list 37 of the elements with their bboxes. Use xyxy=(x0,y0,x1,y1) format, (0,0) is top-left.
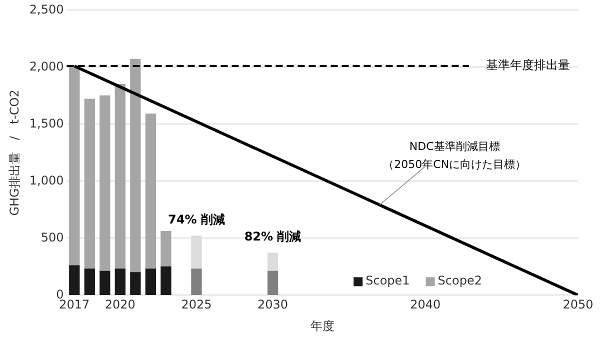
bar xyxy=(145,114,156,270)
bar xyxy=(100,95,110,272)
bar xyxy=(145,268,156,296)
y-tick-label: 500 xyxy=(40,230,64,244)
bar xyxy=(114,268,126,296)
x-axis-title: 年度 xyxy=(310,318,334,333)
x-tick-label: 2030 xyxy=(258,298,288,312)
x-tick-label: 2040 xyxy=(410,298,441,312)
bar xyxy=(160,266,172,296)
bar xyxy=(69,265,80,296)
annotation: NDC基準削減目標 xyxy=(409,140,500,153)
annotation: 82% 削減 xyxy=(244,229,302,244)
x-tick-label: 2025 xyxy=(181,298,212,312)
y-axis-title: GHG排出量 / t-CO2 xyxy=(7,90,22,216)
bar xyxy=(130,58,141,273)
y-tick-label: 1,000 xyxy=(29,173,64,188)
legend-label: Scope2 xyxy=(438,273,482,288)
bar xyxy=(267,252,278,272)
bar xyxy=(267,270,278,296)
y-tick-label: 2,000 xyxy=(29,59,64,74)
annotation: （2050年CNに向けた目標） xyxy=(383,158,526,171)
bar xyxy=(160,231,172,268)
annotation: 74% 削減 xyxy=(168,212,225,227)
x-tick-label: 2020 xyxy=(104,298,136,312)
bar xyxy=(130,272,141,296)
bar xyxy=(84,268,95,296)
bar xyxy=(114,84,126,270)
bar xyxy=(100,270,110,296)
bar xyxy=(84,98,95,270)
bar xyxy=(191,268,202,296)
y-tick-label: 1,500 xyxy=(29,116,64,130)
y-tick-label: 2,500 xyxy=(29,2,64,16)
x-tick-label: 2017 xyxy=(59,298,90,312)
x-tick-label: 2050 xyxy=(562,298,594,312)
ref-line-label: 基準年度排出量 xyxy=(486,58,570,72)
bar xyxy=(69,66,80,266)
legend-label: Scope1 xyxy=(366,273,410,288)
